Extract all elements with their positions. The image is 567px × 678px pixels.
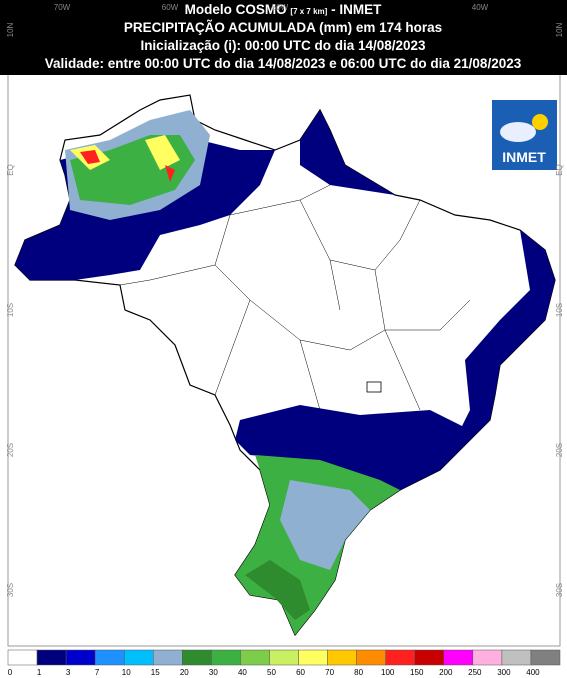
latitude-label: 20S <box>555 443 564 457</box>
legend-swatch <box>472 649 503 666</box>
legend-swatch <box>65 649 96 666</box>
legend-swatch <box>385 649 415 666</box>
latitude-label: 20S <box>6 443 15 457</box>
title-org: - INMET <box>327 2 382 17</box>
legend-label: 1 <box>37 668 42 677</box>
rain-area <box>300 110 395 195</box>
legend-label: 50 <box>267 668 276 677</box>
title-resolution: [7 x 7 km] <box>290 7 327 16</box>
rain-area <box>245 560 310 620</box>
legend-swatch <box>182 649 212 666</box>
latitude-label: 10S <box>6 303 15 317</box>
legend-label: 40 <box>238 668 247 677</box>
legend-swatch <box>414 649 445 666</box>
title-main: Modelo COSMO <box>185 2 291 17</box>
legend-label: 7 <box>95 668 100 677</box>
header-line: PRECIPITAÇÃO ACUMULADA (mm) em 174 horas <box>124 20 442 35</box>
latitude-label: 30S <box>555 583 564 597</box>
legend-swatch <box>153 649 183 666</box>
logo-text: INMET <box>502 149 546 165</box>
legend-swatch <box>530 649 561 666</box>
legend-label: 300 <box>497 668 511 677</box>
rain-area <box>280 480 370 570</box>
legend-swatch <box>7 649 38 666</box>
latitude-label: 10N <box>555 22 564 37</box>
rain-area <box>440 230 555 470</box>
legend-swatch <box>269 649 299 666</box>
latitude-label: 10N <box>6 22 15 37</box>
longitude-label: 60W <box>162 3 179 12</box>
legend-swatch <box>123 649 154 666</box>
legend-swatch <box>356 649 386 666</box>
legend-label: 150 <box>410 668 424 677</box>
latitude-label: EQ <box>555 164 564 176</box>
header-band <box>0 0 567 75</box>
header-line: Validade: entre 00:00 UTC do dia 14/08/2… <box>45 56 522 71</box>
logo-sun <box>532 114 548 130</box>
legend-swatch <box>240 649 270 666</box>
header-title: Modelo COSMO [7 x 7 km] - INMET <box>185 2 382 17</box>
longitude-label: 70W <box>54 3 71 12</box>
federal-district <box>366 381 382 393</box>
legend-swatch <box>501 649 532 666</box>
header-line: Inicialização (i): 00:00 UTC do dia 14/0… <box>140 38 426 53</box>
longitude-label: 40W <box>472 3 489 12</box>
legend-label: 400 <box>526 668 540 677</box>
legend-swatch <box>298 649 328 666</box>
legend-label: 30 <box>209 668 218 677</box>
longitude-label: 50W <box>272 3 289 12</box>
rain-area <box>235 405 470 490</box>
legend-swatch <box>443 649 474 666</box>
logo-cloud <box>500 122 536 142</box>
legend-label: 20 <box>180 668 189 677</box>
latitude-label: 30S <box>6 583 15 597</box>
latitude-label: 10S <box>555 303 564 317</box>
legend-swatch <box>36 649 67 666</box>
legend-label: 60 <box>296 668 305 677</box>
legend-label: 3 <box>66 668 71 677</box>
legend-label: 200 <box>439 668 453 677</box>
legend-label: 15 <box>151 668 160 677</box>
legend-label: 0 <box>8 668 13 677</box>
legend-label: 100 <box>381 668 395 677</box>
legend-label: 10 <box>122 668 131 677</box>
state-borders <box>119 184 471 411</box>
latitude-label: EQ <box>6 164 15 176</box>
legend-label: 250 <box>468 668 482 677</box>
legend-label: 70 <box>325 668 334 677</box>
legend-swatch <box>211 649 241 666</box>
legend-swatch <box>94 649 125 666</box>
legend-swatch <box>327 649 357 666</box>
rain-area <box>80 150 175 182</box>
legend-label: 80 <box>354 668 363 677</box>
